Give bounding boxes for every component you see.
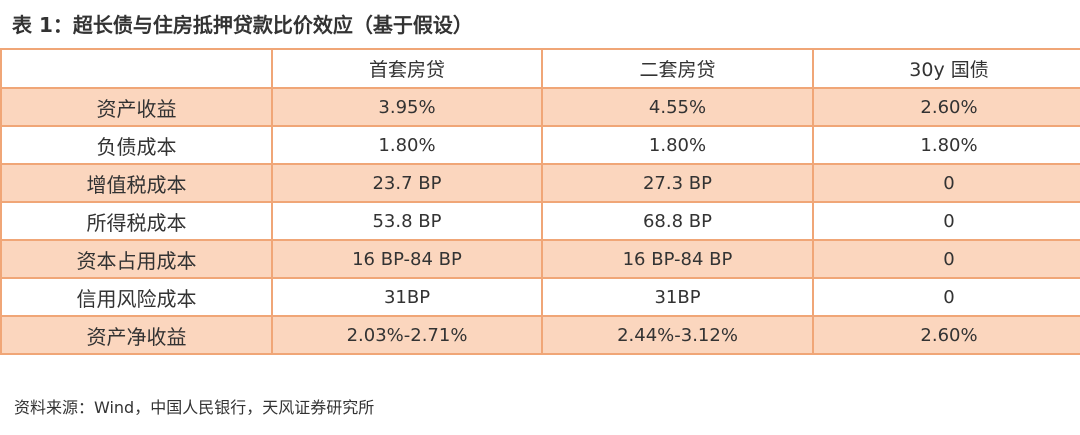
- table-row: 信用风险成本 31BP 31BP 0: [0, 277, 1080, 317]
- table-cell: 1.80%: [541, 125, 814, 165]
- table-cell: 31BP: [541, 277, 814, 317]
- row-label: 增值税成本: [0, 163, 273, 203]
- header-cell-empty: [0, 48, 273, 89]
- table-cell: 2.60%: [812, 315, 1080, 355]
- table-row: 资产净收益 2.03%-2.71% 2.44%-3.12% 2.60%: [0, 315, 1080, 355]
- table-row: 资本占用成本 16 BP-84 BP 16 BP-84 BP 0: [0, 239, 1080, 279]
- source-note: 资料来源：Wind，中国人民银行，天风证券研究所: [14, 398, 375, 417]
- table-title: 表 1：超长债与住房抵押贷款比价效应（基于假设）: [12, 13, 473, 37]
- row-label: 资本占用成本: [0, 239, 273, 279]
- table-cell: 16 BP-84 BP: [541, 239, 814, 279]
- row-label: 负债成本: [0, 125, 273, 165]
- header-cell-30y-treasury: 30y 国债: [812, 48, 1080, 89]
- table-cell: 3.95%: [271, 87, 543, 127]
- table-row: 资产收益 3.95% 4.55% 2.60%: [0, 87, 1080, 127]
- table-row: 所得税成本 53.8 BP 68.8 BP 0: [0, 201, 1080, 241]
- table-cell: 16 BP-84 BP: [271, 239, 543, 279]
- table-cell: 2.03%-2.71%: [271, 315, 543, 355]
- table-cell: 4.55%: [541, 87, 814, 127]
- table-header-row: 首套房贷 二套房贷 30y 国债: [0, 48, 1080, 89]
- row-label: 所得税成本: [0, 201, 273, 241]
- table-cell: 68.8 BP: [541, 201, 814, 241]
- table-cell: 1.80%: [812, 125, 1080, 165]
- header-cell-second-mortgage: 二套房贷: [541, 48, 814, 89]
- table-cell: 53.8 BP: [271, 201, 543, 241]
- comparison-table: 首套房贷 二套房贷 30y 国债 资产收益 3.95% 4.55% 2.60% …: [0, 48, 1080, 355]
- table-cell: 2.60%: [812, 87, 1080, 127]
- table-cell: 0: [812, 163, 1080, 203]
- table-cell: 0: [812, 201, 1080, 241]
- table-cell: 31BP: [271, 277, 543, 317]
- table-cell: 0: [812, 239, 1080, 279]
- table-cell: 1.80%: [271, 125, 543, 165]
- row-label: 资产净收益: [0, 315, 273, 355]
- row-label: 信用风险成本: [0, 277, 273, 317]
- table-cell: 23.7 BP: [271, 163, 543, 203]
- table-cell: 0: [812, 277, 1080, 317]
- table-row: 增值税成本 23.7 BP 27.3 BP 0: [0, 163, 1080, 203]
- table-cell: 2.44%-3.12%: [541, 315, 814, 355]
- header-cell-first-mortgage: 首套房贷: [271, 48, 543, 89]
- row-label: 资产收益: [0, 87, 273, 127]
- table-row: 负债成本 1.80% 1.80% 1.80%: [0, 125, 1080, 165]
- table-cell: 27.3 BP: [541, 163, 814, 203]
